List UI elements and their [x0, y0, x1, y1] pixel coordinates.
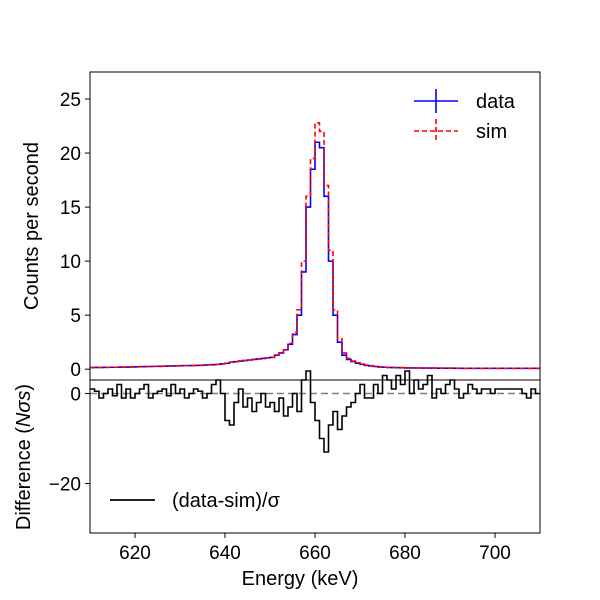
bottom-y-label-n: N [13, 412, 35, 427]
x-tick-label: 700 [479, 543, 511, 564]
legend-residual-label: (data-sim)/σ [172, 490, 281, 512]
bottom-y-tick-label: −20 [49, 475, 81, 496]
bottom-y-ticks: 0 −20 [49, 385, 90, 496]
bottom-y-label-prefix: Difference ( [13, 427, 35, 530]
top-legend: data sim [414, 89, 516, 143]
legend-sim-label: sim [476, 121, 507, 143]
top-y-tick-label: 25 [60, 90, 81, 111]
x-tick-label: 620 [119, 543, 151, 564]
bottom-y-label-sigma: σs [13, 391, 35, 413]
bottom-y-tick-label: 0 [70, 385, 81, 406]
legend-entry-data: data [414, 89, 516, 113]
top-series-layer [90, 121, 540, 370]
series-sim-step-line [90, 121, 540, 370]
top-y-tick-label: 5 [70, 306, 81, 327]
bottom-x-ticks: 620 640 660 680 700 [119, 533, 511, 564]
top-y-axis-label: Counts per second [21, 142, 43, 310]
bottom-y-axis-label: Difference (Nσs) [13, 384, 35, 530]
x-tick-label: 680 [389, 543, 421, 564]
bottom-panel: 0 −20 620 640 660 680 700 Energy (keV) Differ… [13, 370, 541, 590]
top-y-tick-label: 10 [60, 252, 81, 273]
x-tick-label: 660 [299, 543, 331, 564]
x-tick-label: 640 [209, 543, 241, 564]
legend-entry-sim: sim [414, 119, 507, 143]
bottom-legend: (data-sim)/σ [110, 490, 281, 512]
top-y-ticks: 0 5 10 15 20 25 [60, 90, 90, 381]
top-y-tick-label: 20 [60, 144, 81, 165]
bottom-y-label-suffix: ) [13, 384, 35, 391]
top-y-tick-label: 15 [60, 198, 81, 219]
top-y-tick-label: 0 [70, 360, 81, 381]
x-axis-label: Energy (keV) [242, 568, 359, 590]
top-panel: 0 5 10 15 20 25 Counts per second data sim [21, 71, 541, 381]
legend-data-label: data [476, 91, 516, 113]
